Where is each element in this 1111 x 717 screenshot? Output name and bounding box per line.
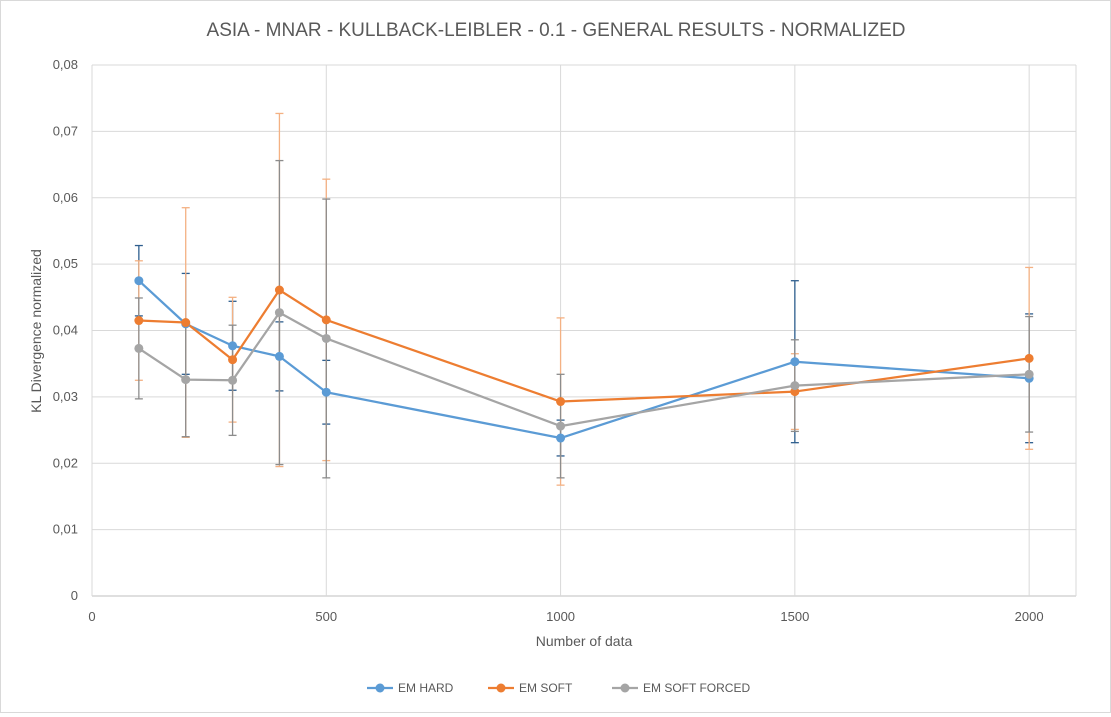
y-tick-label: 0,05	[53, 256, 78, 271]
data-point	[274, 308, 284, 318]
y-tick-label: 0,08	[53, 57, 78, 72]
x-axis-title: Number of data	[536, 633, 633, 649]
y-tick-label: 0,03	[53, 389, 78, 404]
data-point	[790, 357, 800, 367]
data-point	[1024, 353, 1034, 363]
y-axis-title: KL Divergence normalized	[28, 249, 44, 413]
data-point	[274, 351, 284, 361]
y-tick-label: 0,02	[53, 455, 78, 470]
data-point	[134, 316, 144, 326]
data-point	[1024, 369, 1034, 379]
series-lines	[138, 279, 1030, 440]
data-point	[134, 343, 144, 353]
data-point	[790, 381, 800, 391]
data-point	[556, 433, 566, 443]
series-line	[138, 311, 1030, 428]
data-point	[181, 375, 191, 385]
data-points	[134, 276, 1034, 443]
data-point	[228, 341, 238, 351]
legend-label: EM HARD	[398, 681, 454, 695]
gridlines	[91, 64, 1077, 597]
y-axis-tick-labels: 0 0,01 0,02 0,03 0,04 0,05 0,06 0,07 0,08	[53, 57, 78, 603]
legend-marker	[620, 683, 630, 693]
y-tick-label: 0,04	[53, 323, 78, 338]
y-tick-label: 0,07	[53, 123, 78, 138]
data-point	[321, 333, 331, 343]
data-point	[556, 397, 566, 407]
y-tick-label: 0	[71, 588, 78, 603]
x-axis-tick-labels: 0 500 1000 1500 2000	[88, 609, 1043, 624]
series-line	[138, 288, 1030, 403]
y-tick-label: 0,06	[53, 190, 78, 205]
x-tick-label: 1500	[780, 609, 809, 624]
legend-label: EM SOFT FORCED	[643, 681, 750, 695]
data-point	[321, 387, 331, 397]
x-tick-label: 1000	[546, 609, 575, 624]
data-point	[228, 375, 238, 385]
y-tick-label: 0,01	[53, 522, 78, 537]
data-point	[181, 318, 191, 328]
data-point	[321, 315, 331, 325]
x-tick-label: 0	[88, 609, 95, 624]
series-line	[138, 279, 1030, 440]
legend-marker	[496, 683, 506, 693]
legend-label: EM SOFT	[519, 681, 573, 695]
chart-title: ASIA - MNAR - KULLBACK-LEIBLER - 0.1 - G…	[207, 20, 906, 41]
legend: EM HARD EM SOFT EM SOFT FORCED	[367, 681, 750, 695]
legend-marker	[375, 683, 385, 693]
data-point	[556, 421, 566, 431]
data-point	[134, 276, 144, 286]
data-point	[228, 355, 238, 365]
x-tick-label: 500	[315, 609, 337, 624]
x-tick-label: 2000	[1015, 609, 1044, 624]
data-point	[274, 285, 284, 295]
